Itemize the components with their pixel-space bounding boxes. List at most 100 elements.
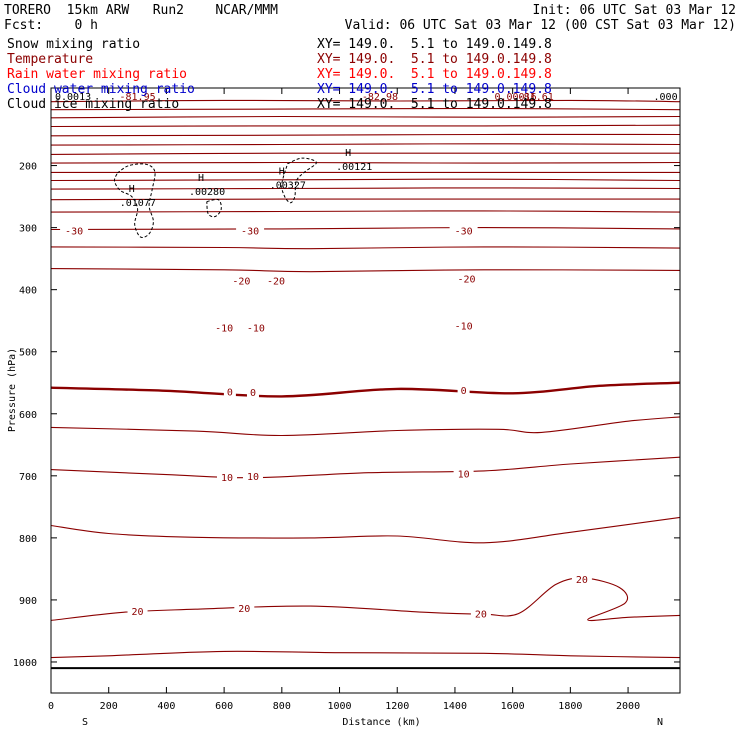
- isotherm-m75: [50, 107, 681, 111]
- y-tick-label: 200: [19, 162, 37, 173]
- contour-label: -20: [267, 276, 285, 287]
- top-edge-label: 0.00016: [494, 92, 536, 103]
- maximum-marker: H: [345, 148, 351, 159]
- isotherm-m81: [50, 99, 681, 103]
- y-tick-label: 800: [19, 534, 37, 545]
- top-edge-label: -81.61: [518, 92, 554, 103]
- isotherm-10: [50, 456, 681, 479]
- x-tick-label: 2000: [616, 701, 640, 712]
- legend-rain-xy: XY= 149.0. 5.1 to 149.0.149.8: [317, 67, 552, 82]
- top-edge-label: -81.95: [119, 92, 155, 103]
- isotherm-m35: [50, 178, 681, 182]
- contour-label: -30: [65, 227, 83, 238]
- contour-label-bg: [234, 600, 255, 614]
- contour-label-bg: [453, 466, 474, 480]
- contour-label: 20: [576, 575, 588, 586]
- legend-cloud-ice-label: Cloud ice mixing ratio: [7, 97, 180, 112]
- isotherm-m15: [50, 227, 681, 231]
- isotherm-m50: [50, 152, 680, 155]
- plot-frame: [50, 87, 681, 694]
- y-tick-label: 300: [19, 224, 37, 235]
- maximum-marker: H: [279, 167, 285, 178]
- contour-label-bg: [242, 468, 263, 482]
- contour-label-bg: [217, 470, 238, 484]
- legend-cloud-water-xy: XY= 149.0. 5.1 to 149.0.149.8: [317, 82, 552, 97]
- contour-label: -30: [241, 227, 259, 238]
- legend-snow-label: Snow mixing ratio: [7, 37, 141, 52]
- maximum-value: .00327: [270, 181, 306, 192]
- x-tick-label: 1000: [327, 701, 351, 712]
- x-tick-label: 1200: [385, 701, 409, 712]
- maximum-value: .00121: [336, 162, 372, 173]
- contour-label: 0: [461, 386, 467, 397]
- contour-label-bg: [262, 273, 291, 287]
- top-edge-label: -82.98: [362, 92, 398, 103]
- x-tick-label: 1800: [558, 701, 582, 712]
- ice-contour-2: [206, 198, 222, 218]
- isotherm-m25: [50, 198, 680, 201]
- isotherm-m10: [50, 246, 681, 250]
- isotherm-15: [50, 516, 681, 544]
- contour-label-bg: [241, 320, 270, 334]
- isotherm-m65: [50, 124, 681, 128]
- south-label: S: [82, 717, 88, 728]
- contour-label: -30: [455, 227, 473, 238]
- contour-label: 10: [221, 473, 233, 484]
- contour-label: 20: [238, 604, 250, 615]
- isotherm-m5: [50, 268, 681, 273]
- contour-label-bg: [223, 384, 236, 398]
- model-title: TORERO 15km ARW Run2 NCAR/MMM: [4, 3, 278, 18]
- x-tick-label: 400: [157, 701, 175, 712]
- top-edge-label: 0.0013: [55, 92, 91, 103]
- top-edge-label: .000: [654, 92, 678, 103]
- maximum-marker: H: [129, 184, 135, 195]
- isotherm-m70: [50, 115, 681, 119]
- x-tick-label: 1400: [443, 701, 467, 712]
- valid-time: Valid: 06 UTC Sat 03 Mar 12 (00 CST Sat …: [344, 18, 736, 33]
- ice-contour-3: [281, 157, 317, 204]
- y-tick-label: 400: [19, 286, 37, 297]
- maximum-value: .00280: [189, 187, 225, 198]
- y-tick-label: 700: [19, 472, 37, 483]
- isotherm-5: [50, 416, 681, 437]
- contour-label: -10: [247, 324, 265, 335]
- y-tick-label: 500: [19, 348, 37, 359]
- y-tick-label: 900: [19, 596, 37, 607]
- isotherm-25: [50, 650, 681, 659]
- x-tick-label: 200: [100, 701, 118, 712]
- y-tick-label: 1000: [13, 658, 37, 669]
- contour-label-bg: [210, 320, 239, 334]
- contour-label-bg: [449, 318, 478, 332]
- contour-label-bg: [246, 385, 259, 399]
- x-tick-label: 1600: [501, 701, 525, 712]
- contour-label: 10: [458, 469, 470, 480]
- init-time: Init: 06 UTC Sat 03 Mar 12: [532, 3, 737, 18]
- contour-label: 0: [250, 388, 256, 399]
- contour-label-bg: [571, 571, 592, 585]
- contour-label: 10: [247, 472, 259, 483]
- contour-label-bg: [449, 223, 478, 237]
- legend-cloud-water-label: Cloud water mixing ratio: [7, 82, 195, 97]
- isotherm-20: [50, 577, 681, 622]
- isotherm-m20: [50, 210, 681, 213]
- y-tick-label: 600: [19, 410, 37, 421]
- legend-cloud-ice-xy: XY= 149.0. 5.1 to 149.0.149.8: [317, 97, 552, 112]
- y-axis-title: Pressure (hPa): [7, 348, 18, 432]
- contour-label-bg: [470, 606, 491, 620]
- contour-label: 20: [475, 610, 487, 621]
- contour-label-bg: [227, 273, 256, 287]
- contour-label: -20: [232, 276, 250, 287]
- isotherm-0: [50, 381, 681, 398]
- maximum-value: .01077: [120, 198, 156, 209]
- isotherm-m55: [50, 143, 681, 146]
- contour-label-bg: [127, 604, 148, 618]
- contour-label-bg: [457, 383, 470, 397]
- contour-label-bg: [236, 223, 265, 237]
- x-tick-label: 800: [273, 701, 291, 712]
- contour-label: -20: [457, 274, 475, 285]
- maximum-marker: H: [198, 173, 204, 184]
- north-label: N: [657, 717, 663, 728]
- contour-label-bg: [452, 271, 481, 285]
- contour-label: 20: [132, 607, 144, 618]
